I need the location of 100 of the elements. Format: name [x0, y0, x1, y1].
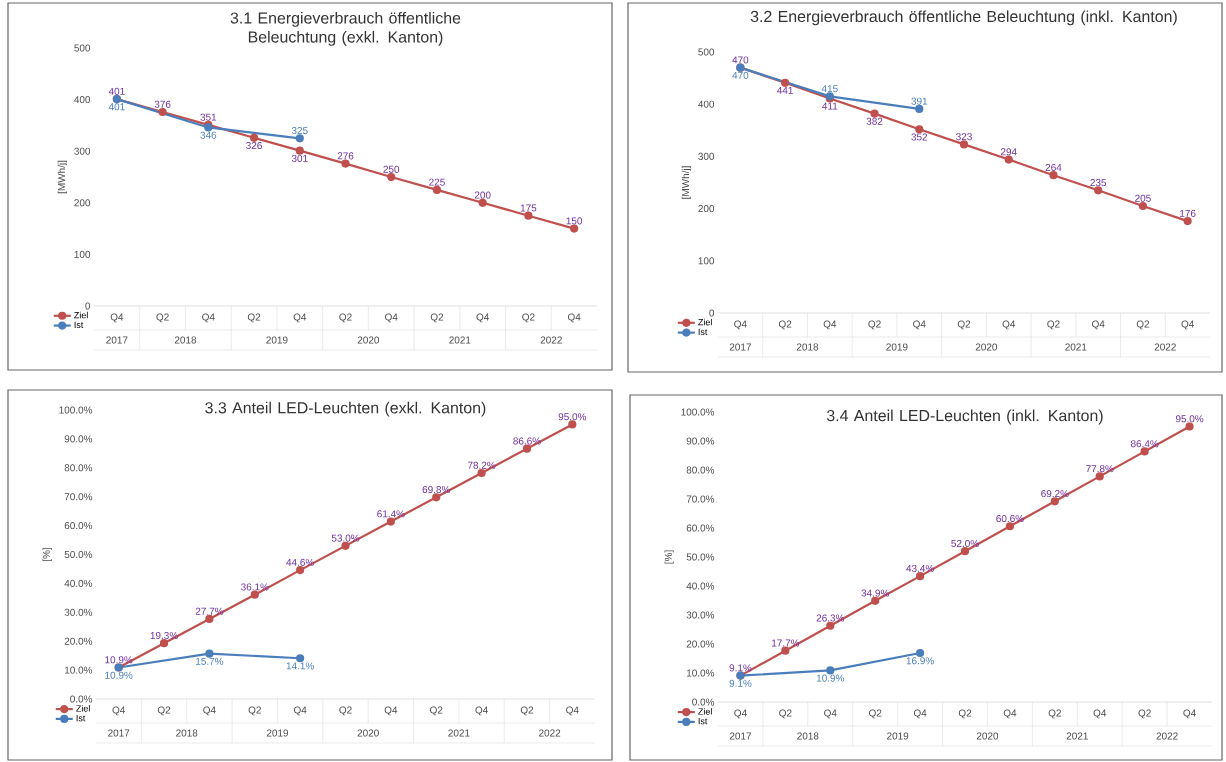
chart-title: 3.4 Anteil LED-Leuchten (inkl. Kanton)	[826, 409, 1103, 425]
legend-label: Ziel	[698, 708, 712, 715]
x-tick-label: Q4	[734, 320, 747, 330]
data-label: 264	[1045, 163, 1062, 171]
data-label: 323	[956, 133, 972, 141]
x-tick-label: Q4	[112, 706, 126, 716]
x-tick-label: Q4	[1181, 320, 1194, 330]
x-tick-label: Q2	[157, 706, 171, 716]
y-tick-label: 10.0%	[687, 669, 715, 677]
y-axis-title: [MWh/j]	[681, 166, 692, 199]
text: 2020	[357, 729, 379, 737]
y-tick-label: 60.0%	[64, 522, 93, 530]
text: 2022	[1156, 732, 1178, 740]
x-tick-label: Q4	[203, 706, 216, 716]
text: 2022	[539, 729, 561, 737]
data-label: 376	[154, 100, 171, 108]
data-label: 411	[822, 102, 838, 110]
x-tick-label: Q2	[778, 320, 792, 330]
text: 2018	[796, 343, 819, 351]
legend-label: Ist	[74, 321, 84, 328]
data-label: 60.6%	[996, 515, 1024, 523]
data-label: 53.0%	[331, 534, 360, 542]
data-label: 17.7%	[772, 639, 800, 647]
y-tick-label: 0	[85, 302, 91, 310]
x-tick-label: Q4	[110, 313, 124, 323]
y-tick-label: 80.0%	[686, 466, 715, 474]
x-tick-label: Q2	[868, 320, 881, 330]
data-label: 9.1%	[729, 679, 752, 687]
x-tick-label: Q2	[156, 313, 169, 323]
x-tick-label: Q2	[522, 313, 535, 323]
data-label: 301	[291, 154, 308, 162]
x-tick-label: Q4	[475, 706, 488, 716]
y-tick-label: 70.0%	[686, 495, 715, 503]
x-tick-label: Q4	[384, 706, 398, 716]
x-tick-label: Q2	[957, 320, 971, 330]
text: 2020	[975, 343, 998, 351]
x-tick-label: Q4	[823, 320, 837, 330]
text: 2018	[176, 729, 198, 737]
data-label: 205	[1135, 194, 1151, 202]
x-tick-label: Q2	[1138, 709, 1151, 719]
data-label: 225	[429, 178, 445, 186]
x-tick-label: Q2	[339, 706, 352, 716]
data-label: 294	[1000, 148, 1017, 156]
y-axis-title: [%]	[42, 548, 52, 561]
x-tick-label: Q4	[1002, 320, 1016, 330]
y-tick-label: 50.0%	[64, 550, 93, 559]
y-tick-label: 40.0%	[64, 579, 93, 587]
data-label: 176	[1180, 209, 1196, 217]
text: 2019	[266, 729, 289, 737]
data-label: 95.0%	[558, 413, 587, 421]
data-label: 9.1%	[729, 664, 752, 672]
text: 2017	[106, 336, 128, 344]
legend-label: Ist	[698, 328, 708, 336]
text: 2021	[448, 729, 470, 737]
y-tick-label: 50.0%	[686, 553, 715, 561]
text: 2020	[976, 732, 999, 740]
data-label: 150	[566, 217, 583, 225]
data-label: 77.8%	[1086, 465, 1114, 473]
data-label: 175	[520, 204, 537, 212]
text: 2017	[108, 729, 130, 737]
chart-title: 3.3 Anteil LED-Leuchten (exkl. Kanton)	[205, 401, 486, 417]
text: 2017	[729, 343, 751, 351]
data-label: 325	[291, 127, 308, 135]
data-label: 36.1%	[241, 583, 269, 591]
data-label: 346	[200, 131, 217, 139]
data-label: 250	[383, 165, 400, 173]
x-tick-label: Q2	[520, 706, 534, 716]
text: 2022	[1154, 343, 1176, 351]
data-label: 470	[732, 56, 749, 64]
text: 2021	[1065, 343, 1087, 351]
x-tick-label: Q4	[476, 313, 490, 323]
data-label: 276	[337, 152, 354, 160]
y-tick-label: 30.0%	[686, 611, 715, 619]
y-tick-label: 100.0%	[681, 408, 715, 416]
x-tick-label: Q4	[1092, 320, 1105, 330]
x-tick-label: Q4	[913, 709, 927, 719]
data-label: 470	[732, 71, 749, 79]
data-label: 441	[777, 86, 793, 94]
y-tick-label: 0.0%	[70, 695, 93, 703]
data-label: 351	[200, 113, 217, 121]
data-label: 200	[474, 191, 491, 199]
data-label: 19.3%	[150, 631, 178, 640]
data-label: 382	[866, 117, 883, 125]
y-tick-label: 40.0%	[686, 582, 715, 590]
chart-title: 3.2 Energieverbrauch öffentliche Beleuchtung (inkl. Kanton)	[750, 10, 1177, 26]
data-label: 10.9%	[816, 674, 845, 682]
y-tick-label: 0	[709, 309, 715, 317]
text: 2019	[266, 336, 288, 344]
x-tick-label: Q4	[734, 709, 747, 719]
data-label: 15.7%	[196, 657, 224, 665]
text: 2022	[540, 336, 562, 344]
data-label: 26.3%	[816, 614, 845, 622]
y-tick-label: 500	[698, 48, 715, 56]
data-label: 326	[246, 141, 262, 150]
y-tick-label: 80.0%	[64, 464, 93, 472]
legend-label: Ist	[76, 715, 86, 722]
y-tick-label: 20.0%	[64, 637, 93, 645]
y-tick-label: 200	[698, 205, 715, 213]
data-label: 14.1%	[286, 662, 314, 670]
x-tick-label: Q2	[1048, 709, 1061, 719]
